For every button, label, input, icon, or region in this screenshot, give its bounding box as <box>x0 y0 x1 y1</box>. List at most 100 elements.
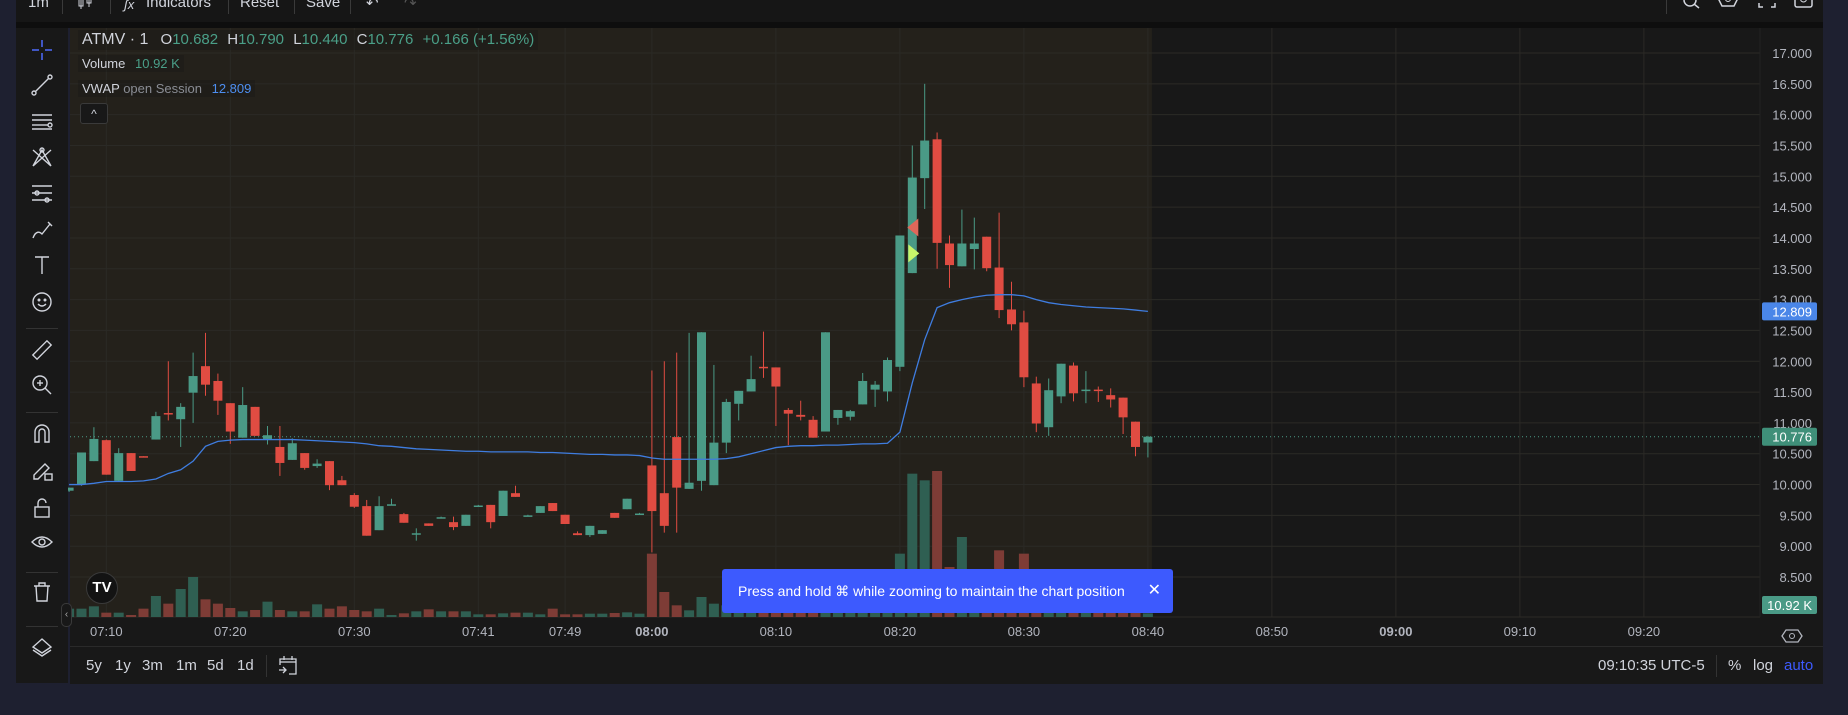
candle-body[interactable] <box>250 406 260 436</box>
interval-button[interactable]: 1m <box>28 0 49 11</box>
candle-body[interactable] <box>399 514 409 523</box>
range-5d[interactable]: 5d <box>207 657 224 674</box>
candle-body[interactable] <box>771 367 781 387</box>
candle-body[interactable] <box>610 512 620 518</box>
candle-body[interactable] <box>796 414 806 417</box>
candle-body[interactable] <box>808 419 818 438</box>
pitchfork-icon[interactable] <box>30 145 54 169</box>
candle-body[interactable] <box>697 332 706 481</box>
candle-body[interactable] <box>969 243 979 250</box>
candle-body[interactable] <box>1106 395 1116 400</box>
range-1d[interactable]: 1d <box>237 657 254 674</box>
undo-icon[interactable]: ↶ <box>366 0 379 12</box>
candle-body[interactable] <box>263 435 272 439</box>
candle-body[interactable] <box>473 505 483 508</box>
candle-body[interactable] <box>486 504 496 523</box>
candle-body[interactable] <box>387 504 396 506</box>
candle-body[interactable] <box>77 452 86 485</box>
reset-button[interactable]: Reset <box>240 0 280 11</box>
candle-body[interactable] <box>337 480 347 486</box>
range-1y[interactable]: 1y <box>115 657 131 674</box>
candle-body[interactable] <box>833 409 843 418</box>
candle-body[interactable] <box>734 390 744 404</box>
candle-body[interactable] <box>238 405 248 438</box>
candle-body[interactable] <box>374 506 384 531</box>
candle-body[interactable] <box>1056 363 1066 397</box>
candle-body[interactable] <box>994 267 1004 311</box>
candle-body[interactable] <box>597 530 607 534</box>
candle-body[interactable] <box>449 522 458 528</box>
lock-icon[interactable] <box>30 496 54 520</box>
candle-body[interactable] <box>114 453 124 481</box>
candle-body[interactable] <box>883 360 892 392</box>
auto-toggle[interactable]: auto <box>1784 657 1814 674</box>
candle-body[interactable] <box>635 513 644 516</box>
lock-drawing-icon[interactable] <box>30 459 54 483</box>
sell-marker-icon[interactable] <box>907 218 919 237</box>
eye-icon[interactable] <box>30 530 54 554</box>
trend-line-icon[interactable] <box>30 73 54 97</box>
candle-body[interactable] <box>126 453 136 471</box>
candle-body[interactable] <box>275 446 285 463</box>
clock-timezone[interactable]: 09:10:35 UTC-5 <box>1598 657 1705 674</box>
candle-body[interactable] <box>573 533 582 536</box>
layers-icon[interactable] <box>30 636 54 660</box>
candle-body[interactable] <box>89 438 99 462</box>
candle-body[interactable] <box>845 411 855 417</box>
candle-body[interactable] <box>895 235 905 367</box>
candle-body[interactable] <box>622 498 632 510</box>
gear-icon[interactable] <box>1781 629 1803 643</box>
trash-icon[interactable] <box>30 580 54 604</box>
crosshair-icon[interactable] <box>30 38 54 62</box>
candle-body[interactable] <box>213 380 223 401</box>
candle-body[interactable] <box>1143 436 1153 443</box>
candle-body[interactable] <box>64 487 74 491</box>
candle-body[interactable] <box>659 493 669 526</box>
candle-body[interactable] <box>362 506 372 536</box>
candle-body[interactable] <box>312 463 322 467</box>
candle-body[interactable] <box>300 453 310 468</box>
redo-icon[interactable]: ↷ <box>404 0 417 12</box>
zoom-in-icon[interactable] <box>30 373 54 397</box>
volume-legend-row[interactable]: Volume 10.92 K <box>78 55 184 72</box>
candle-body[interactable] <box>225 403 235 432</box>
candle-body[interactable] <box>721 401 731 443</box>
candle-body[interactable] <box>1081 389 1091 392</box>
collapse-legend-button[interactable]: ^ <box>80 103 108 124</box>
candle-body[interactable] <box>411 533 421 535</box>
candle-body[interactable] <box>783 409 793 414</box>
candle-body[interactable] <box>672 437 682 488</box>
log-toggle[interactable]: log <box>1753 657 1774 674</box>
candle-body[interactable] <box>1044 390 1054 428</box>
candle-body[interactable] <box>1131 421 1140 447</box>
candle-body[interactable] <box>1069 365 1078 394</box>
candle-body[interactable] <box>201 366 210 385</box>
candle-body[interactable] <box>461 514 471 526</box>
candle-body[interactable] <box>1093 389 1103 392</box>
candle-body[interactable] <box>932 139 942 243</box>
range-1m[interactable]: 1m <box>176 657 197 674</box>
candle-body[interactable] <box>858 380 868 405</box>
candle-body[interactable] <box>1031 383 1041 424</box>
range-3m[interactable]: 3m <box>142 657 163 674</box>
candle-body[interactable] <box>1007 309 1016 325</box>
fullscreen-icon[interactable] <box>1758 0 1776 10</box>
candle-body[interactable] <box>101 440 111 475</box>
candle-body[interactable] <box>498 490 508 516</box>
candle-body[interactable] <box>287 443 297 460</box>
calendar-goto-icon[interactable] <box>277 655 299 677</box>
candle-body[interactable] <box>560 514 570 525</box>
text-icon[interactable] <box>30 253 54 277</box>
search-zoom-icon[interactable] <box>1682 0 1702 10</box>
candle-body[interactable] <box>920 140 930 179</box>
vwap-legend-row[interactable]: VWAP open Session 12.809 <box>78 80 256 97</box>
candle-body[interactable] <box>957 243 967 267</box>
camera-icon[interactable] <box>1794 0 1814 10</box>
fib-icon[interactable] <box>30 181 54 205</box>
candle-body[interactable] <box>759 366 768 369</box>
candle-body[interactable] <box>151 416 161 440</box>
candles-icon[interactable] <box>76 0 94 11</box>
tradingview-logo[interactable]: TV <box>86 572 118 604</box>
buy-marker-icon[interactable] <box>908 244 920 263</box>
